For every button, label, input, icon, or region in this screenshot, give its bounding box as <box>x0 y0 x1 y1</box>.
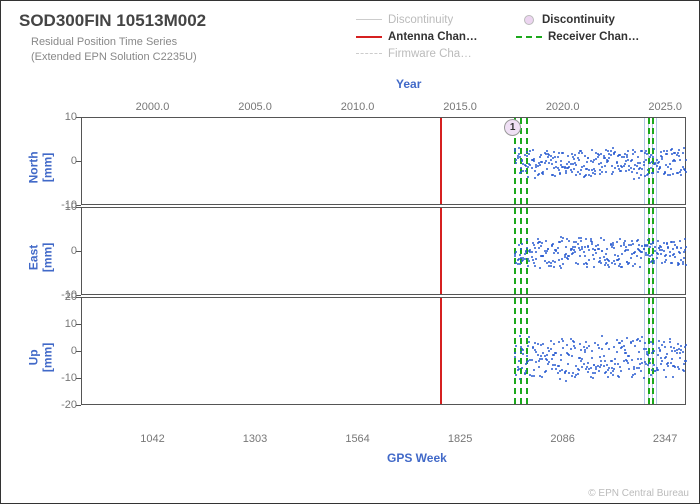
year-tick: 2020.0 <box>546 101 580 113</box>
y-axis-label: North[mm] <box>27 137 56 197</box>
plot-panel <box>81 207 686 295</box>
plot-panel <box>81 117 686 205</box>
event-line <box>526 298 528 404</box>
y-tick: 0 <box>49 245 77 257</box>
event-line <box>526 118 528 204</box>
event-line <box>440 118 442 204</box>
event-line <box>440 208 442 294</box>
legend-item: Discontinuity <box>516 14 676 26</box>
chart-subtitle: Residual Position Time Series (Extended … <box>31 35 197 66</box>
legend-item: Firmware Cha… <box>356 48 516 60</box>
gps-tick: 2347 <box>653 433 677 445</box>
copyright: © EPN Central Bureau <box>588 488 689 499</box>
gps-axis-label: GPS Week <box>387 451 447 465</box>
event-line <box>656 298 657 404</box>
event-line <box>644 298 645 404</box>
year-tick: 2010.0 <box>341 101 375 113</box>
year-tick: 2025.0 <box>648 101 682 113</box>
y-tick: 0 <box>49 345 77 357</box>
y-tick: 0 <box>49 155 77 167</box>
gps-tick: 1564 <box>345 433 369 445</box>
year-axis-label: Year <box>396 77 421 91</box>
event-line <box>648 208 650 294</box>
y-axis-label: East[mm] <box>27 227 56 287</box>
y-tick: 20 <box>49 291 77 303</box>
discontinuity-marker: 1 <box>504 119 521 136</box>
y-tick: 10 <box>49 111 77 123</box>
gps-tick: 1042 <box>140 433 164 445</box>
year-tick: 2000.0 <box>136 101 170 113</box>
plot-panel <box>81 297 686 405</box>
y-tick: -20 <box>49 399 77 411</box>
y-tick: 10 <box>49 201 77 213</box>
event-line <box>644 208 645 294</box>
y-tick: -10 <box>49 372 77 384</box>
event-line <box>520 208 522 294</box>
event-line <box>440 298 442 404</box>
chart-container: SOD300FIN 10513M002 Residual Position Ti… <box>0 0 700 504</box>
year-tick: 2015.0 <box>443 101 477 113</box>
gps-tick: 2086 <box>550 433 574 445</box>
legend-item: Receiver Chan… <box>516 31 676 43</box>
y-tick: 10 <box>49 318 77 330</box>
event-line <box>652 208 654 294</box>
year-tick: 2005.0 <box>238 101 272 113</box>
legend: DiscontinuityDiscontinuityAntenna Chan…R… <box>356 11 676 62</box>
chart-title: SOD300FIN 10513M002 <box>19 11 206 31</box>
legend-item: Antenna Chan… <box>356 31 516 43</box>
legend-item: Discontinuity <box>356 14 516 26</box>
gps-tick: 1303 <box>243 433 267 445</box>
gps-tick: 1825 <box>448 433 472 445</box>
